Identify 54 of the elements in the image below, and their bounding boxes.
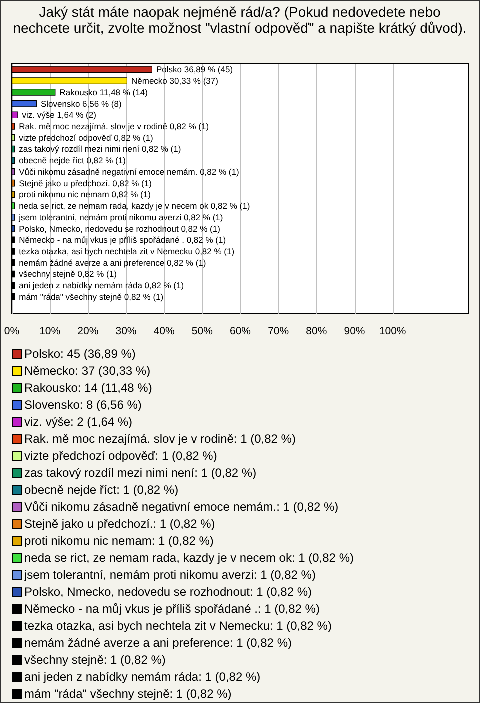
legend-label: Německo - na můj vkus je příliš spořádané .: 1 (0,82 %) [24, 602, 320, 616]
x-tick-label: 10% [40, 326, 61, 338]
legend-label: vizte předchozí odpověď: 1 (0,82 %) [24, 449, 218, 463]
legend-label: zas takový rozdíl mezi nimi není: 1 (0,82 %) [24, 466, 257, 480]
legend-label: neda se rict, ze nemam rada, kazdy je v necem ok: 1 (0,82 %) [24, 551, 354, 565]
data-label: Německo 30,33 % (37) [132, 76, 219, 86]
x-tick-label: 70% [268, 326, 290, 338]
x-tick-label: 40% [154, 326, 175, 338]
data-label: jsem tolerantní, nemám proti nikomu averzi 0,82 % (1) [18, 212, 224, 222]
x-tick-label: 90% [344, 326, 366, 338]
legend-label: Polsko, Nmecko, nedovedu se rozhodnout: 1 (0,82 %) [24, 585, 312, 599]
data-label: viz. výše 1,64 % (2) [22, 110, 97, 120]
chart-title: Jaký stát máte naopak nejméně rád/a? (Pokud nedovedete nebo nechcete určit, zvolte možnost "vlastní odpověď" a napište krátký důvod). [12, 4, 468, 36]
data-label: obecně nejde říct 0,82 % (1) [19, 156, 126, 166]
data-label: ani jeden z nabídky nemám ráda 0,82 % (1) [19, 280, 184, 291]
data-label: neda se rict, ze nemam rada, kazdy je v necem ok 0,82 % (1) [19, 201, 250, 212]
legend-label: jsem tolerantní, nemám proti nikomu averzi: 1 (0,82 %) [24, 568, 316, 582]
legend-label: Rakousko: 14 (11,48 %) [24, 381, 152, 395]
x-tick-label: 20% [78, 326, 99, 338]
legend-label: mám "ráda" všechny stejně: 1 (0,82 %) [24, 687, 232, 701]
legend-label: Polsko: 45 (36,89 %) [24, 347, 136, 361]
x-tick-label: 80% [306, 326, 328, 338]
data-label: proti nikomu nic nemam 0,82 % (1) [19, 190, 152, 200]
data-label: nemám žádné averze a ani preference 0,82 % (1) [19, 258, 206, 268]
data-label: zas takový rozdíl mezi nimi není 0,82 % (1) [19, 144, 182, 154]
data-label: Stejně jako u předchozí. 0,82 % (1) [19, 178, 152, 188]
legend-label: všechny stejně: 1 (0,82 %) [24, 653, 166, 667]
data-label: všechny stejně 0,82 % (1) [19, 269, 118, 280]
x-tick-label: 50% [192, 326, 213, 338]
legend-label: Německo: 37 (30,33 %) [24, 364, 151, 378]
data-label: mám "ráda" všechny stejně 0,82 % (1) [19, 292, 164, 302]
x-tick-label: 0% [4, 326, 20, 338]
data-label: Vůči nikomu zásadně negativní emoce nemám. 0,82 % (1) [19, 166, 240, 177]
x-tick-label: 60% [230, 326, 252, 338]
x-tick-label: 100% [379, 326, 406, 338]
legend-label: Rak. mě moc nezajímá. slov je v rodině: 1 (0,82 %) [24, 432, 296, 446]
x-tick-label: 30% [116, 326, 137, 338]
data-label: Rak. mě moc nezajímá. slov je v rodině 0,82 % (1) [19, 122, 210, 132]
data-label: Rakousko 11,48 % (14) [60, 87, 148, 98]
legend-label: tezka otazka, asi bych nechtela zit v Nemecku: 1 (0,82 %) [24, 619, 332, 633]
legend-label: viz. výše: 2 (1,64 %) [24, 415, 133, 429]
data-label: vizte předchozí odpověď 0,82 % (1) [19, 132, 154, 143]
legend-label: Stejně jako u předchozí.: 1 (0,82 %) [24, 517, 216, 531]
data-label: Německo - na můj vkus je příliš spořádané . 0,82 % (1) [19, 235, 226, 246]
legend-label: nemám žádné averze a ani preference: 1 (0,82 %) [24, 636, 292, 650]
data-label: Slovensko 6,56 % (8) [40, 98, 122, 109]
legend-label: obecně nejde říct: 1 (0,82 %) [24, 483, 179, 497]
legend-label: ani jeden z nabídky nemám ráda: 1 (0,82 %) [24, 670, 261, 684]
legend-label: Vůči nikomu zásadně negativní emoce nemám.: 1 (0,82 %) [24, 500, 339, 514]
data-label: Polsko, Nmecko, nedovedu se rozhodnout 0,82 % (1) [19, 224, 221, 234]
legend-label: Slovensko: 8 (6,56 %) [24, 398, 142, 412]
data-label: tezka otazka, asi bych nechtela zit v Nemecku 0,82 % (1) [19, 246, 235, 256]
data-label: Polsko 36,89 % (45) [156, 64, 234, 75]
legend-label: proti nikomu nic nemam: 1 (0,82 %) [24, 534, 214, 548]
